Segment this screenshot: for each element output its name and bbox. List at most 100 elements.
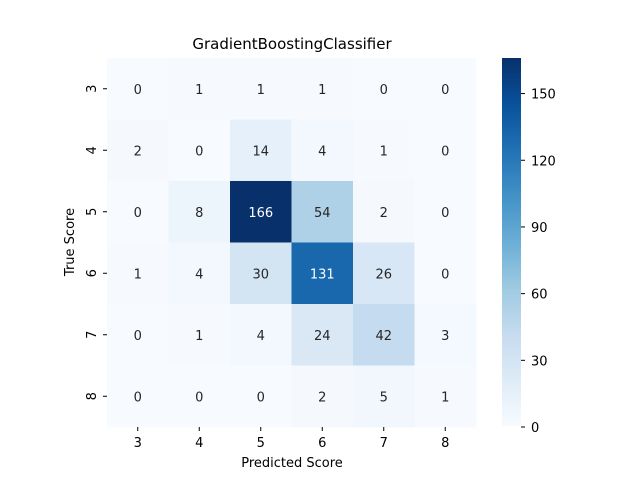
cell-value-label: 1 xyxy=(195,83,203,98)
cell-value-label: 0 xyxy=(380,83,388,98)
cell-value-label: 0 xyxy=(134,83,142,98)
x-tick-label: 4 xyxy=(195,436,203,451)
cell-value-label: 5 xyxy=(380,390,388,405)
colorbar: 0 30 60 90 120 150 xyxy=(502,58,556,436)
cell-value-label: 0 xyxy=(441,206,449,221)
cell-value-label: 14 xyxy=(252,144,269,159)
cell-value-label: 131 xyxy=(310,267,335,282)
cell-value-label: 26 xyxy=(375,267,392,282)
cell-value-label: 0 xyxy=(134,329,142,344)
heatmap-cell xyxy=(230,242,292,305)
heatmap-cell xyxy=(168,242,231,305)
y-tick-label: 8 xyxy=(85,392,100,400)
heatmap-cell xyxy=(291,304,354,366)
x-axis-label: Predicted Score xyxy=(241,456,343,471)
cell-value-label: 4 xyxy=(195,267,203,282)
heatmap-cell xyxy=(353,304,415,366)
y-tick-label: 5 xyxy=(85,208,100,216)
cell-value-label: 0 xyxy=(441,267,449,282)
heatmap-cell xyxy=(414,119,477,182)
cell-value-label: 1 xyxy=(134,267,142,282)
cell-value-label: 1 xyxy=(195,329,203,344)
chart-title: GradientBoostingClassifier xyxy=(192,35,392,53)
cell-value-label: 2 xyxy=(134,144,142,159)
cell-value-label: 166 xyxy=(248,206,273,221)
cell-value-label: 1 xyxy=(380,144,388,159)
heatmap-cell xyxy=(291,242,354,305)
heatmap-cell xyxy=(107,58,169,120)
colorbar-tick-label: 150 xyxy=(531,88,556,103)
cell-value-label: 2 xyxy=(318,390,326,405)
cell-value-label: 0 xyxy=(195,144,203,159)
colorbar-tick-label: 60 xyxy=(531,288,548,303)
y-axis-label: True Score xyxy=(63,208,78,277)
heatmap-cell xyxy=(168,181,231,243)
heatmap-cell xyxy=(107,181,169,243)
heatmap-cell xyxy=(168,365,231,428)
colorbar-tick-label: 120 xyxy=(531,154,556,169)
cell-value-label: 54 xyxy=(314,206,331,221)
x-tick-label: 8 xyxy=(441,436,449,451)
heatmap-cell xyxy=(230,365,292,428)
y-tick-label: 7 xyxy=(85,331,100,339)
heatmap-cell xyxy=(291,181,354,243)
heatmap-cell xyxy=(107,119,169,182)
colorbar-gradient xyxy=(502,58,521,426)
cell-value-label: 42 xyxy=(375,329,392,344)
heatmap-cells: 0 1 1 1 0 02 0 14 4 1 00 8 166 54 2 01 4 30 131 26 00 1 4 24 42 3… xyxy=(107,58,477,428)
cell-value-label: 24 xyxy=(314,329,331,344)
colorbar-tick-label: 0 xyxy=(531,421,539,436)
cell-value-label: 8 xyxy=(195,206,203,221)
cell-value-label: 1 xyxy=(257,83,265,98)
cell-value-label: 4 xyxy=(257,329,265,344)
heatmap-cell xyxy=(353,181,415,243)
x-tick-label: 5 xyxy=(257,436,265,451)
heatmap-cell xyxy=(414,365,477,428)
heatmap-cell xyxy=(168,304,231,366)
heatmap-cell xyxy=(291,365,354,428)
heatmap-cell xyxy=(291,119,354,182)
cell-value-label: 0 xyxy=(134,206,142,221)
x-tick-label: 7 xyxy=(380,436,388,451)
colorbar-ticks: 0 30 60 90 120 150 xyxy=(521,88,556,436)
heatmap-cell xyxy=(414,181,477,243)
cell-value-label: 0 xyxy=(441,144,449,159)
cell-value-label: 2 xyxy=(380,206,388,221)
cell-value-label: 3 xyxy=(441,329,449,344)
heatmap-cell xyxy=(230,58,292,120)
cell-value-label: 4 xyxy=(318,144,326,159)
colorbar-tick-label: 90 xyxy=(531,221,548,236)
heatmap-cell xyxy=(353,119,415,182)
heatmap-cell xyxy=(291,58,354,120)
y-tick-label: 6 xyxy=(85,269,100,277)
cell-value-label: 0 xyxy=(257,390,265,405)
heatmap-cell xyxy=(414,58,477,120)
colorbar-tick-label: 30 xyxy=(531,354,548,369)
heatmap-cell xyxy=(168,58,231,120)
x-axis-ticks: 3 4 5 6 7 8 xyxy=(134,427,449,451)
heatmap-cell xyxy=(168,119,231,182)
heatmap-cell xyxy=(107,242,169,305)
heatmap-cell xyxy=(230,119,292,182)
heatmap-cell xyxy=(353,242,415,305)
cell-value-label: 30 xyxy=(252,267,269,282)
heatmap-cell xyxy=(230,181,292,243)
heatmap-cell xyxy=(353,58,415,120)
y-axis-ticks: 3 4 5 6 7 8 xyxy=(85,85,107,400)
heatmap-cell xyxy=(107,304,169,366)
heatmap-cell xyxy=(107,365,169,428)
x-tick-label: 6 xyxy=(318,436,326,451)
y-tick-label: 4 xyxy=(85,146,100,154)
heatmap-cell xyxy=(353,365,415,428)
x-tick-label: 3 xyxy=(134,436,142,451)
cell-value-label: 1 xyxy=(318,83,326,98)
y-tick-label: 3 xyxy=(85,85,100,93)
cell-value-label: 1 xyxy=(441,390,449,405)
heatmap-cell xyxy=(414,304,477,366)
heatmap-cell xyxy=(230,304,292,366)
cell-value-label: 0 xyxy=(195,390,203,405)
cell-value-label: 0 xyxy=(134,390,142,405)
heatmap-cell xyxy=(414,242,477,305)
